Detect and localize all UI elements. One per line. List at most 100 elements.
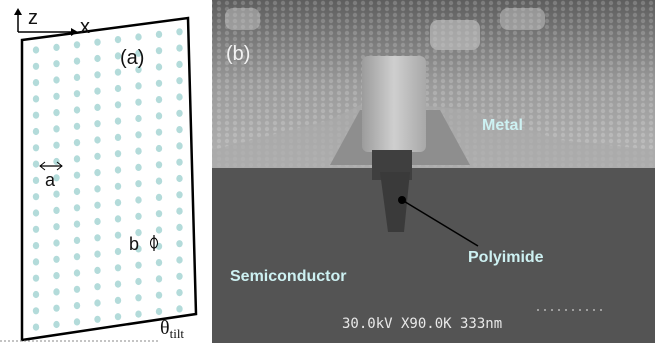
lattice-dot — [115, 297, 121, 304]
lattice-dot — [74, 318, 80, 325]
lattice-dot — [33, 79, 39, 86]
lattice-dot — [156, 96, 162, 103]
feature — [430, 20, 480, 50]
lattice-dot — [156, 178, 162, 185]
lattice-dot — [53, 60, 59, 67]
lattice-dot — [135, 311, 141, 318]
lattice-dot — [33, 144, 39, 151]
lattice-dot — [53, 223, 59, 230]
lattice-dot — [94, 153, 100, 160]
lattice-dot — [115, 329, 121, 336]
angle-symbol: θ — [160, 317, 170, 339]
lattice-dot — [176, 61, 182, 68]
lattice-dot — [74, 74, 80, 81]
lattice-dot — [53, 76, 59, 83]
lattice-dot — [156, 194, 162, 201]
panel-label: (b) — [226, 43, 250, 65]
x-label: x — [80, 16, 90, 38]
pillar — [362, 56, 426, 152]
lattice-dot — [94, 88, 100, 95]
z-arrowhead — [14, 8, 22, 15]
lattice-dot — [176, 77, 182, 84]
lattice-dot — [53, 109, 59, 116]
lattice-dot — [53, 207, 59, 214]
feature — [225, 8, 260, 30]
lattice-dot — [156, 31, 162, 38]
lattice-dot — [156, 259, 162, 266]
lattice-dot — [115, 36, 121, 43]
lattice-dot — [74, 58, 80, 65]
lattice-dot — [33, 209, 39, 216]
lattice-dot — [94, 251, 100, 258]
lattice-dot — [176, 305, 182, 312]
lattice-dot — [176, 159, 182, 166]
lattice-dot — [176, 191, 182, 198]
lattice-dot — [115, 199, 121, 206]
lattice-dot — [115, 69, 121, 76]
lattice-dot — [53, 93, 59, 100]
lattice-dot — [176, 110, 182, 117]
lattice-dot — [176, 273, 182, 280]
x-arrowhead — [71, 28, 78, 36]
lattice-dot — [135, 99, 141, 106]
lattice-dot — [176, 45, 182, 52]
lattice-dot — [33, 161, 39, 168]
lattice-dot — [156, 275, 162, 282]
lattice-dot — [115, 134, 121, 141]
lattice-dot — [53, 44, 59, 51]
lattice-dot — [94, 120, 100, 127]
lattice-dot — [176, 126, 182, 133]
lattice-dot — [135, 33, 141, 40]
lattice-dot — [53, 272, 59, 279]
lattice-dot — [33, 63, 39, 70]
lattice-dot — [74, 172, 80, 179]
lattice-dot — [74, 286, 80, 293]
lattice-dot — [94, 299, 100, 306]
lattice-dot — [115, 313, 121, 320]
lattice — [33, 28, 183, 343]
lattice-dot — [74, 155, 80, 162]
lattice-dot — [33, 46, 39, 53]
lattice-dot — [74, 123, 80, 130]
lattice-dot — [135, 164, 141, 171]
lattice-dot — [156, 63, 162, 70]
lattice-dot — [135, 327, 141, 334]
lattice-dot — [135, 294, 141, 301]
lattice-dot — [33, 112, 39, 119]
lattice-dot — [156, 161, 162, 168]
figure: z x (a) a b θtilt (b) Metal Polyimide Se… — [0, 0, 655, 343]
lattice-dot — [33, 242, 39, 249]
lattice-dot — [135, 196, 141, 203]
lattice-dot — [53, 305, 59, 312]
lattice-dot — [156, 80, 162, 87]
lattice-dot — [135, 262, 141, 269]
lattice-dot — [115, 232, 121, 239]
feature — [500, 8, 545, 30]
lattice-dot — [33, 275, 39, 282]
lattice-dot — [94, 234, 100, 241]
lattice-dot — [94, 169, 100, 176]
lattice-dot — [94, 218, 100, 225]
lattice-dot — [33, 291, 39, 298]
lattice-dot — [115, 101, 121, 108]
lattice-dot — [53, 337, 59, 343]
lattice-dot — [33, 193, 39, 200]
lattice-dot — [135, 180, 141, 187]
lattice-dot — [74, 188, 80, 195]
lattice-dot — [94, 316, 100, 323]
lattice-dot — [74, 253, 80, 260]
lattice-dot — [135, 213, 141, 220]
lattice-dot — [94, 104, 100, 111]
lattice-dot — [115, 264, 121, 271]
lattice-dot — [33, 128, 39, 135]
lattice-dot — [94, 185, 100, 192]
lattice-dot — [94, 39, 100, 46]
lattice-dot — [115, 166, 121, 173]
lattice-dot — [176, 224, 182, 231]
lattice-dot — [53, 321, 59, 328]
annotation: Semiconductor — [230, 268, 346, 285]
lattice-dot — [156, 226, 162, 233]
lattice-dot — [33, 226, 39, 233]
panel-label: (a) — [120, 47, 144, 69]
lattice-dot — [115, 281, 121, 288]
